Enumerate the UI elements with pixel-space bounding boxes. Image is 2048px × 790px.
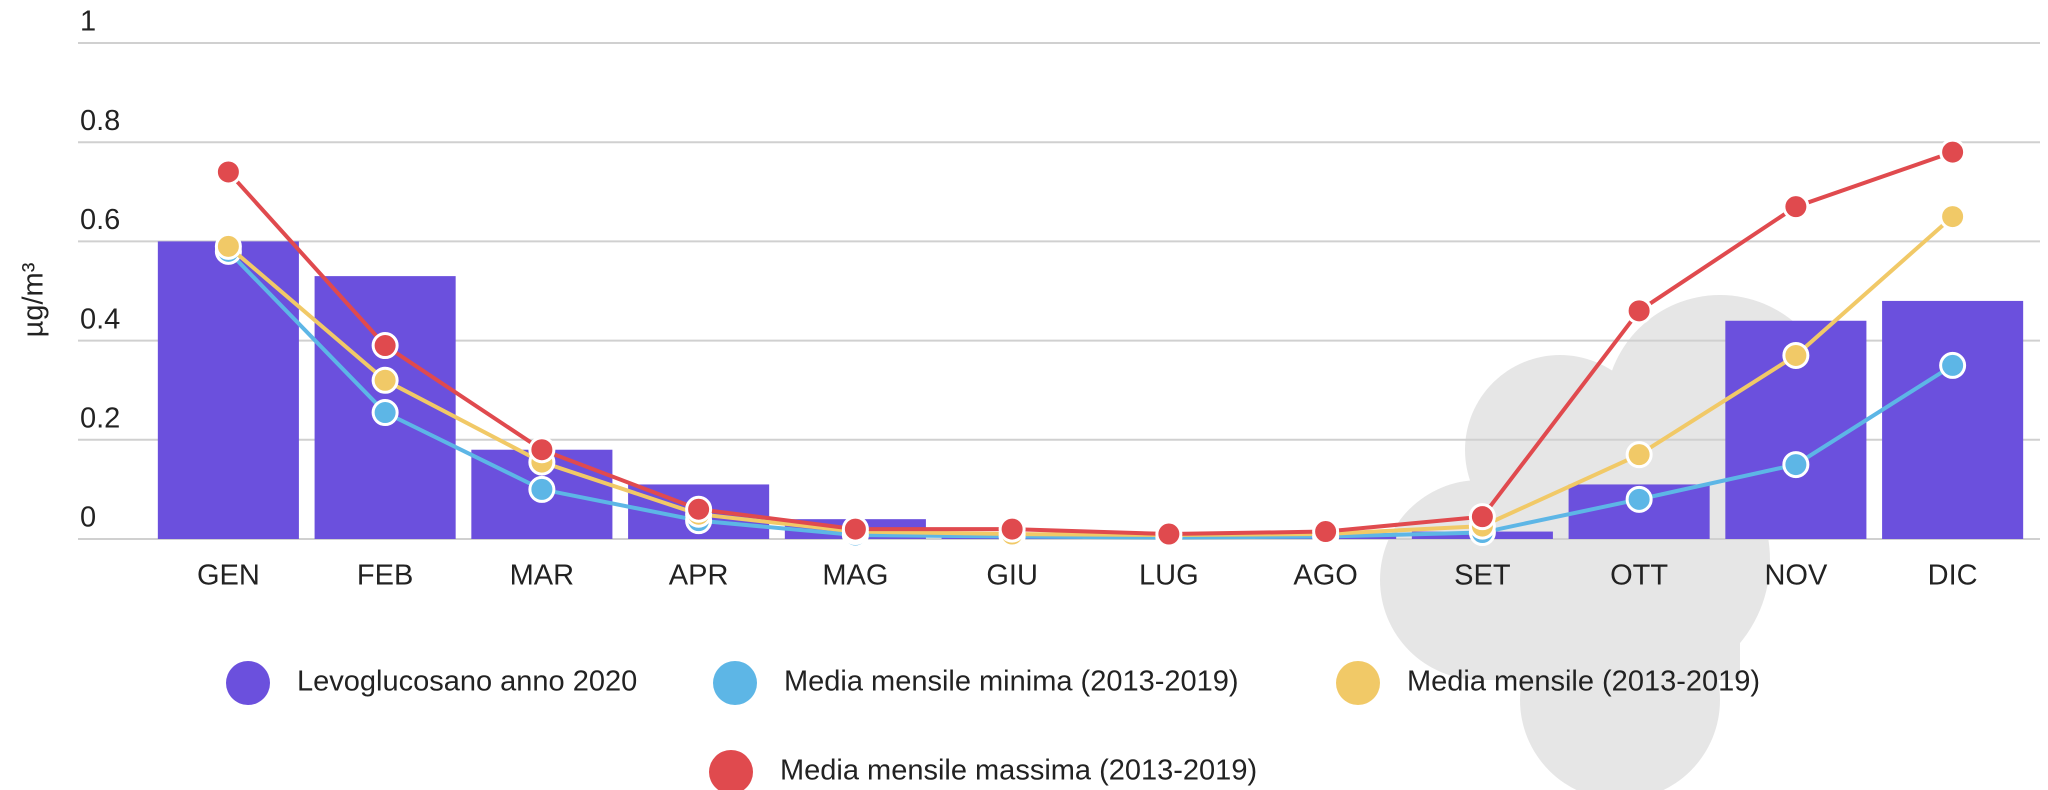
y-tick-label: 0.2 xyxy=(80,402,120,434)
page: {"chart_data": { "type": "bar", "y_label… xyxy=(0,0,2048,790)
x-tick-label: SET xyxy=(1454,560,1511,592)
legend-label: Levoglucosano anno 2020 xyxy=(297,666,637,698)
y-tick-label: 0 xyxy=(80,502,96,534)
point xyxy=(1941,140,1965,164)
legend-swatch xyxy=(226,661,270,705)
x-tick-label: FEB xyxy=(357,560,413,592)
legend-swatch xyxy=(709,750,753,790)
point xyxy=(373,334,397,358)
point xyxy=(1627,443,1651,467)
point xyxy=(1000,517,1024,541)
y-tick-label: 1 xyxy=(80,6,96,38)
x-tick-label: DIC xyxy=(1928,560,1978,592)
x-tick-label: APR xyxy=(669,560,729,592)
legend-label: Media mensile minima (2013-2019) xyxy=(784,666,1239,698)
y-tick-label: 0.6 xyxy=(80,204,120,236)
y-tick-label: 0.8 xyxy=(80,105,120,137)
point xyxy=(1157,522,1181,546)
point xyxy=(216,234,240,258)
legend-label: Media mensile (2013-2019) xyxy=(1407,666,1760,698)
x-tick-label: NOV xyxy=(1764,560,1828,592)
point xyxy=(216,160,240,184)
point xyxy=(530,438,554,462)
x-tick-label: GEN xyxy=(197,560,260,592)
point xyxy=(530,477,554,501)
point xyxy=(1470,505,1494,529)
point xyxy=(1627,299,1651,323)
x-tick-label: AGO xyxy=(1293,560,1357,592)
legend-swatch xyxy=(713,661,757,705)
x-tick-label: MAR xyxy=(510,560,574,592)
point xyxy=(373,368,397,392)
point xyxy=(687,497,711,521)
point xyxy=(1627,487,1651,511)
point xyxy=(1784,343,1808,367)
point xyxy=(1314,520,1338,544)
point xyxy=(1941,353,1965,377)
chart: µg/m³ 0 0.2 0.4 0.6 0.8 1 GEN FEB MAR APR MAG GIU LU… xyxy=(0,0,2048,790)
x-tick-label: GIU xyxy=(986,560,1038,592)
y-axis-title: µg/m³ xyxy=(18,262,50,337)
bar xyxy=(1882,301,2023,539)
point xyxy=(1784,453,1808,477)
x-tick-label: OTT xyxy=(1610,560,1668,592)
legend-swatch xyxy=(1336,661,1380,705)
y-tick-label: 0.4 xyxy=(80,303,120,335)
point xyxy=(373,401,397,425)
x-tick-label: LUG xyxy=(1139,560,1199,592)
point xyxy=(843,517,867,541)
x-tick-label: MAG xyxy=(822,560,888,592)
point xyxy=(1941,205,1965,229)
point xyxy=(1784,195,1808,219)
legend-label: Media mensile massima (2013-2019) xyxy=(780,755,1257,787)
